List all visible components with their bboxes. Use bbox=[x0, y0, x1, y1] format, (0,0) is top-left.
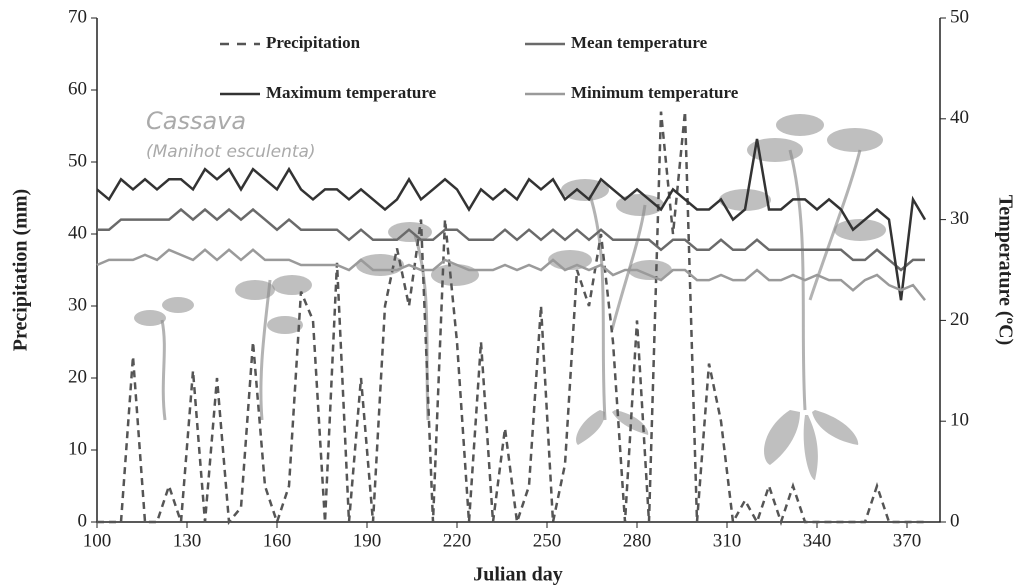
x-tick-label: 370 bbox=[893, 530, 922, 551]
y-tick-label: 0 bbox=[78, 510, 88, 531]
legend-label: Mean temperature bbox=[571, 33, 708, 52]
x-tick-label: 310 bbox=[713, 530, 742, 551]
annotation: Cassava bbox=[146, 107, 246, 135]
x-tick-label: 250 bbox=[533, 530, 562, 551]
y-axis-title: Precipitation (mm) bbox=[10, 189, 32, 351]
x-tick-label: 100 bbox=[83, 530, 112, 551]
annotation: (Manihot esculenta) bbox=[146, 142, 316, 162]
y2-tick-label: 0 bbox=[950, 510, 960, 531]
legend-label: Minimum temperature bbox=[571, 83, 739, 102]
y2-tick-label: 30 bbox=[950, 208, 969, 229]
series-line bbox=[96, 248, 926, 301]
x-tick-label: 280 bbox=[623, 530, 652, 551]
x-axis-title: Julian day bbox=[473, 564, 562, 586]
y-tick-label: 60 bbox=[68, 78, 87, 99]
y-tick-label: 50 bbox=[68, 150, 87, 171]
x-tick-label: 130 bbox=[173, 530, 202, 551]
plant-illustrations bbox=[134, 114, 886, 480]
x-tick-label: 160 bbox=[263, 530, 292, 551]
x-tick-label: 190 bbox=[353, 530, 382, 551]
legend-label: Maximum temperature bbox=[266, 83, 437, 102]
y-tick-label: 20 bbox=[68, 366, 87, 387]
y2-tick-label: 20 bbox=[950, 309, 969, 330]
y-tick-label: 40 bbox=[68, 222, 87, 243]
y2-axis-title: Temperature (ºC) bbox=[994, 195, 1016, 345]
series-line bbox=[97, 207, 925, 272]
axis-frame bbox=[96, 18, 941, 523]
series-line bbox=[97, 111, 925, 526]
series-line bbox=[96, 138, 927, 301]
y2-tick-label: 50 bbox=[950, 6, 969, 27]
y-tick-label: 30 bbox=[68, 294, 87, 315]
legend-label: Precipitation bbox=[266, 33, 361, 52]
y2-tick-label: 10 bbox=[950, 410, 969, 431]
y-tick-label: 10 bbox=[68, 438, 87, 459]
y2-tick-label: 40 bbox=[950, 107, 969, 128]
x-tick-label: 340 bbox=[803, 530, 832, 551]
x-tick-label: 220 bbox=[443, 530, 472, 551]
y-tick-label: 70 bbox=[68, 6, 87, 27]
